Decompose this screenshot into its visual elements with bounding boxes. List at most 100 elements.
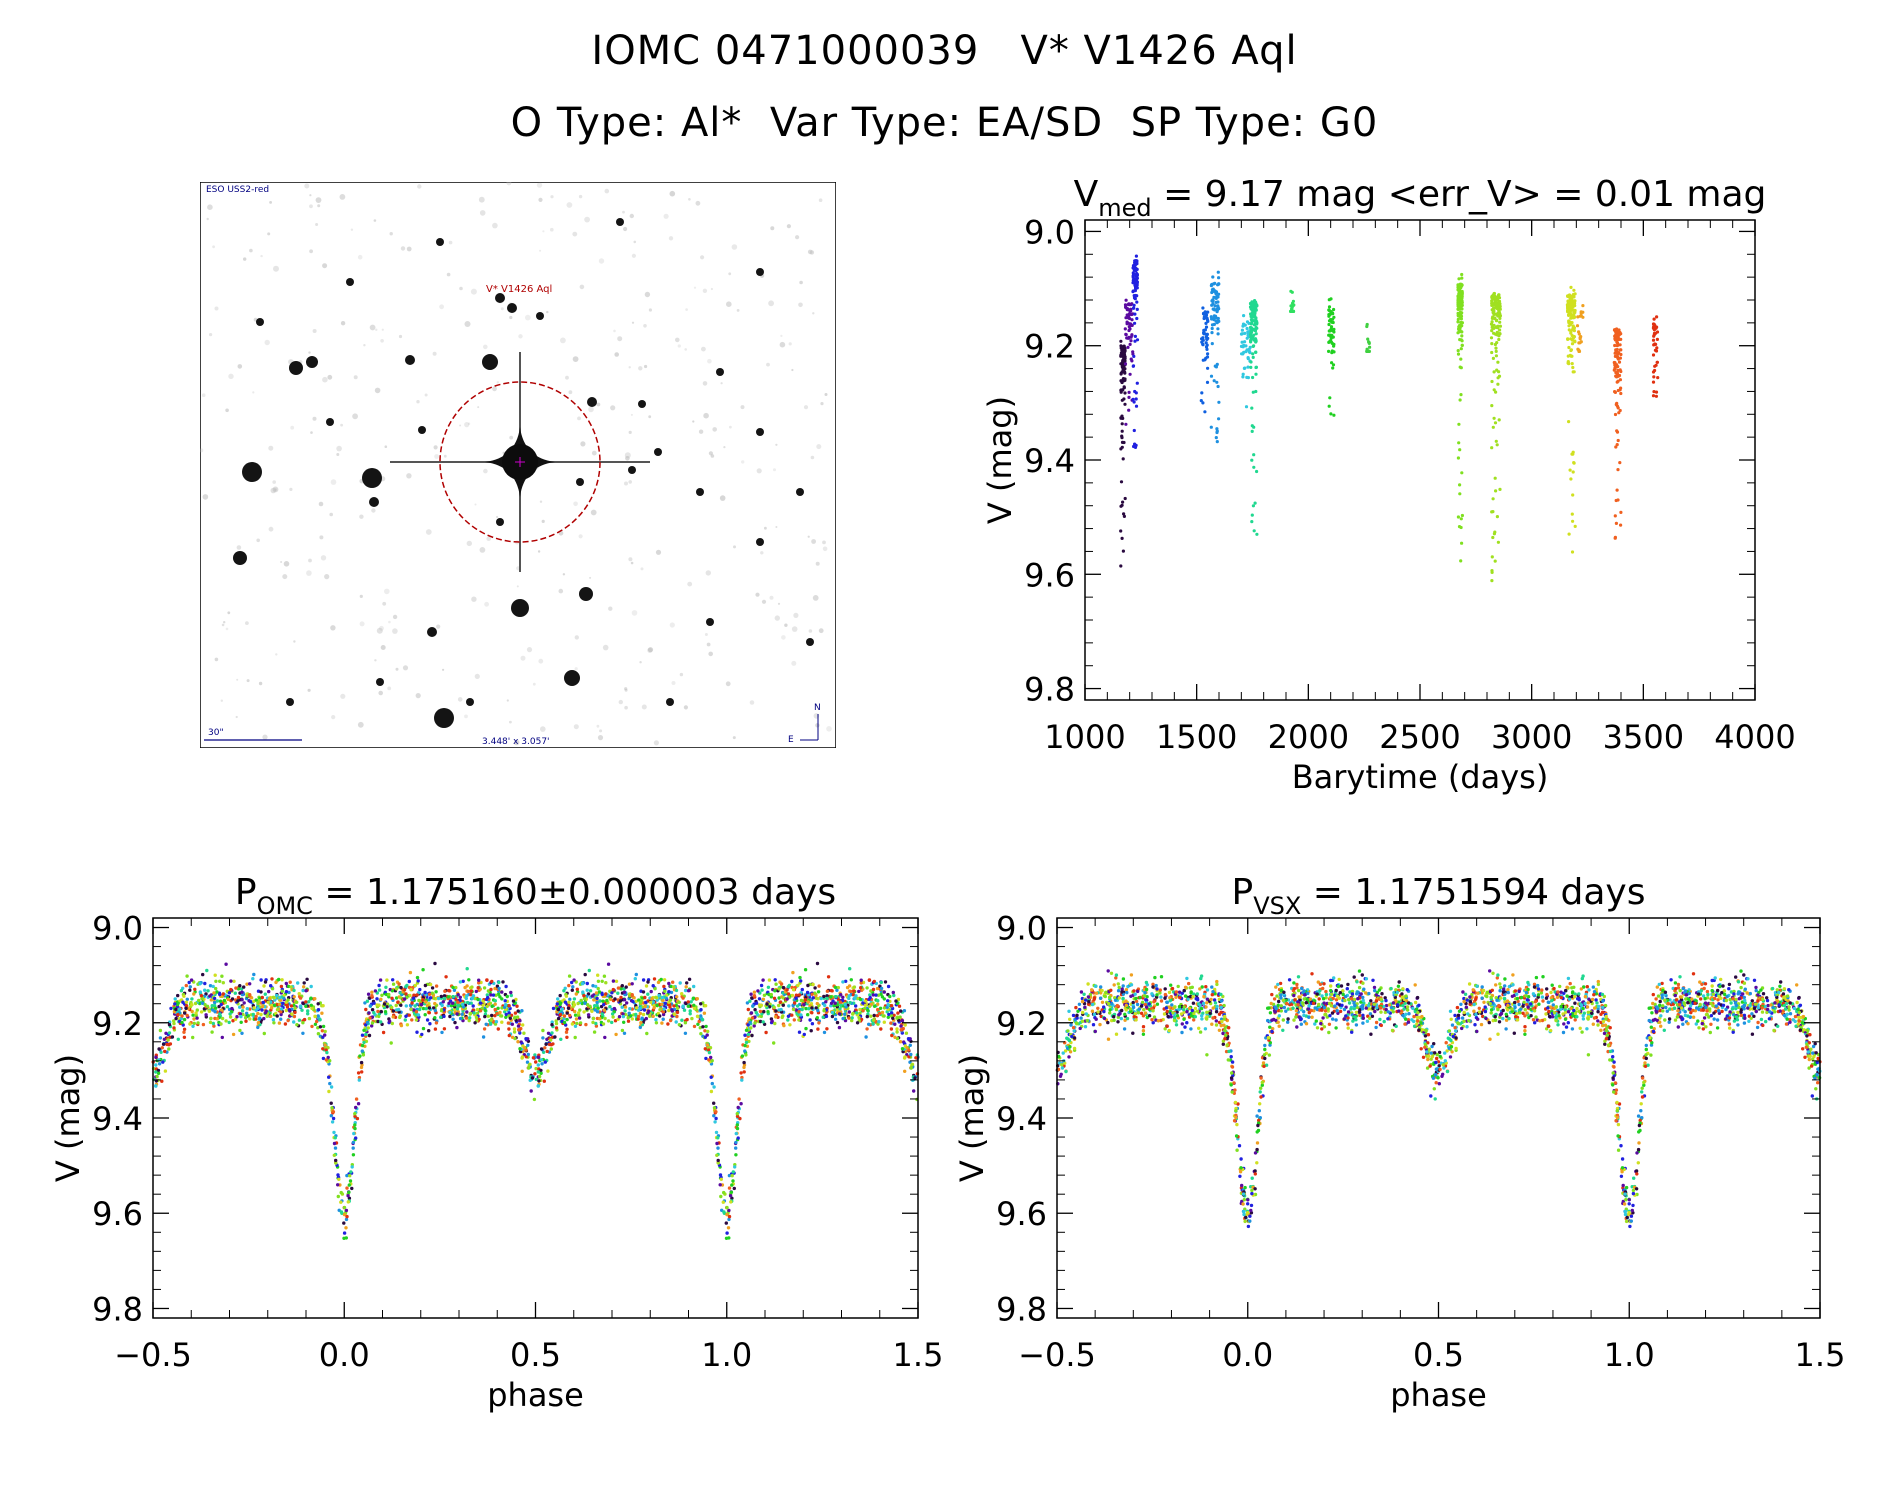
data-point	[838, 1000, 842, 1004]
data-point	[680, 992, 684, 996]
data-point	[423, 1013, 427, 1017]
background-speck	[309, 204, 313, 209]
background-speck	[398, 334, 403, 339]
data-point	[598, 1017, 602, 1021]
data-point	[802, 1003, 806, 1007]
data-point	[297, 1018, 302, 1022]
data-point	[707, 1058, 711, 1062]
data-point	[373, 989, 378, 993]
data-point	[1616, 357, 1620, 361]
data-point	[877, 1020, 881, 1024]
data-point	[847, 1016, 851, 1020]
star	[376, 678, 384, 686]
data-point	[185, 997, 189, 1001]
data-point	[281, 1001, 285, 1005]
data-point	[496, 992, 501, 996]
data-point	[1176, 984, 1180, 989]
data-point	[1121, 353, 1125, 357]
star	[616, 218, 624, 226]
background-speck	[369, 324, 376, 331]
data-point	[1360, 973, 1364, 977]
data-point	[866, 1008, 870, 1012]
data-point	[244, 1016, 248, 1020]
data-point	[1205, 332, 1209, 336]
data-point	[821, 1015, 825, 1019]
data-point	[654, 995, 658, 999]
data-point	[1581, 310, 1585, 314]
data-point	[1569, 285, 1573, 289]
data-point	[871, 1021, 875, 1026]
data-point	[683, 1021, 688, 1025]
data-point	[503, 1003, 508, 1007]
data-point	[1124, 298, 1128, 302]
data-point	[655, 1003, 659, 1008]
data-point	[822, 994, 826, 999]
data-point	[804, 1006, 808, 1011]
data-point	[533, 1072, 537, 1076]
data-point	[463, 985, 467, 990]
background-speck	[688, 198, 691, 201]
data-point	[385, 1005, 389, 1009]
background-speck	[798, 302, 803, 308]
data-point	[1123, 362, 1128, 366]
data-point	[659, 977, 663, 982]
data-point	[541, 1036, 545, 1040]
data-point	[260, 1008, 264, 1012]
data-point	[686, 1004, 690, 1008]
data-point	[761, 1020, 765, 1024]
data-point	[1457, 422, 1461, 426]
data-point	[347, 1183, 351, 1187]
data-point	[248, 1017, 252, 1021]
data-point	[753, 1021, 757, 1025]
data-point	[571, 985, 575, 989]
background-speck	[695, 200, 701, 206]
data-point	[584, 1022, 588, 1027]
data-point	[850, 1018, 854, 1023]
data-point	[1128, 322, 1132, 326]
data-point	[1571, 308, 1575, 312]
data-point	[869, 989, 873, 993]
data-point	[201, 1022, 206, 1027]
background-speck	[380, 339, 384, 343]
data-point	[1127, 390, 1131, 394]
data-point	[725, 1205, 729, 1210]
data-point	[364, 1007, 368, 1012]
data-point	[1123, 367, 1127, 371]
background-speck	[371, 508, 376, 513]
y-tick-label: 9.8	[92, 1290, 143, 1328]
data-point	[210, 1030, 214, 1034]
data-point	[1127, 313, 1131, 317]
background-speck	[315, 197, 322, 203]
background-speck	[202, 494, 209, 500]
data-point	[1493, 476, 1497, 480]
data-point	[270, 987, 275, 991]
data-point	[274, 993, 279, 998]
data-point	[638, 1001, 643, 1005]
data-point	[508, 1016, 512, 1020]
data-point	[721, 1200, 725, 1204]
x-tick-label: 1500	[1156, 718, 1237, 756]
data-point	[238, 1005, 242, 1009]
data-point	[469, 989, 474, 993]
data-point	[415, 993, 419, 997]
data-point	[1205, 337, 1209, 341]
data-point	[627, 1011, 631, 1015]
data-point	[657, 993, 661, 998]
background-speck	[417, 184, 422, 189]
data-point	[857, 1015, 861, 1020]
background-speck	[309, 249, 313, 254]
data-point	[428, 996, 433, 1000]
data-point	[364, 1032, 368, 1037]
data-point	[465, 1000, 470, 1005]
background-speck	[822, 540, 826, 545]
data-point	[914, 1056, 918, 1060]
data-point	[868, 995, 872, 1000]
data-point	[1655, 346, 1659, 350]
data-point	[859, 978, 863, 982]
data-point	[716, 1146, 720, 1150]
data-point	[568, 1013, 572, 1018]
background-speck	[614, 352, 619, 357]
data-point	[662, 984, 666, 989]
data-point	[1252, 529, 1256, 533]
data-point	[1268, 1011, 1273, 1015]
